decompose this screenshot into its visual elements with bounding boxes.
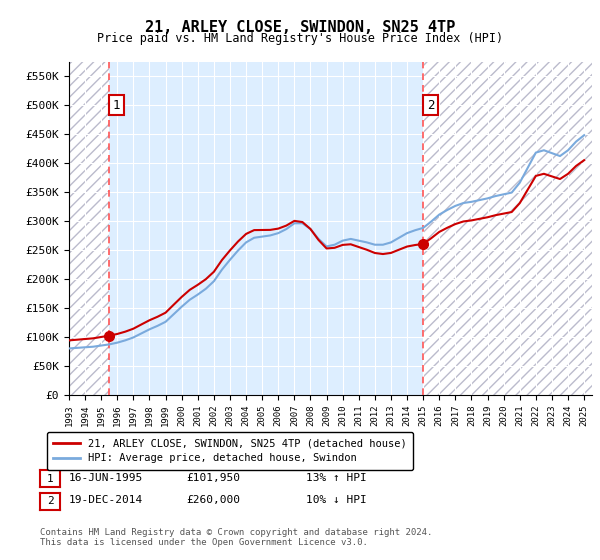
Text: 10% ↓ HPI: 10% ↓ HPI bbox=[306, 495, 367, 505]
Text: 16-JUN-1995: 16-JUN-1995 bbox=[69, 473, 143, 483]
Text: 1: 1 bbox=[47, 474, 53, 484]
Text: £260,000: £260,000 bbox=[186, 495, 240, 505]
Bar bbox=[69, 62, 109, 395]
Text: 19-DEC-2014: 19-DEC-2014 bbox=[69, 495, 143, 505]
Text: 2: 2 bbox=[427, 99, 434, 111]
Legend: 21, ARLEY CLOSE, SWINDON, SN25 4TP (detached house), HPI: Average price, detache: 21, ARLEY CLOSE, SWINDON, SN25 4TP (deta… bbox=[47, 432, 413, 470]
Text: £101,950: £101,950 bbox=[186, 473, 240, 483]
Bar bbox=[422, 62, 592, 395]
Text: 21, ARLEY CLOSE, SWINDON, SN25 4TP: 21, ARLEY CLOSE, SWINDON, SN25 4TP bbox=[145, 20, 455, 35]
Text: 13% ↑ HPI: 13% ↑ HPI bbox=[306, 473, 367, 483]
Text: Price paid vs. HM Land Registry's House Price Index (HPI): Price paid vs. HM Land Registry's House … bbox=[97, 32, 503, 45]
Text: 1: 1 bbox=[113, 99, 121, 111]
Text: Contains HM Land Registry data © Crown copyright and database right 2024.
This d: Contains HM Land Registry data © Crown c… bbox=[40, 528, 433, 547]
Text: 2: 2 bbox=[47, 496, 53, 506]
